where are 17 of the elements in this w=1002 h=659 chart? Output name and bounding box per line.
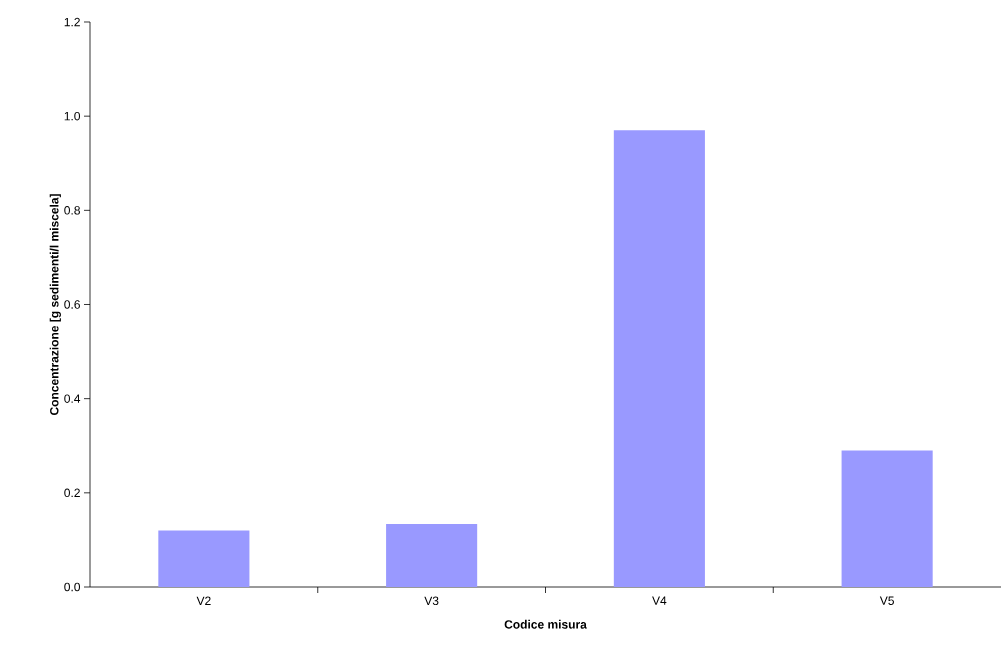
y-tick-label: 0.2 bbox=[64, 488, 80, 498]
x-axis-title: Codice misura bbox=[504, 619, 587, 629]
y-axis-title: Concentrazione [g sedimenti/l miscela] bbox=[49, 194, 61, 416]
bar bbox=[841, 450, 933, 587]
y-tick-label: 0.8 bbox=[64, 206, 80, 215]
x-tick-label: V2 bbox=[196, 596, 211, 605]
bar bbox=[613, 130, 705, 587]
y-tick-label: 0.4 bbox=[64, 394, 81, 403]
y-tick-label: 0.0 bbox=[64, 582, 81, 592]
x-tick-label: V4 bbox=[652, 596, 667, 605]
bar bbox=[158, 530, 250, 587]
y-tick-label: 0.6 bbox=[64, 300, 80, 309]
y-tick-label: 1.0 bbox=[64, 111, 81, 121]
x-tick-label: V5 bbox=[879, 596, 894, 605]
y-tick-label: 1.2 bbox=[64, 17, 80, 27]
bar bbox=[386, 523, 478, 587]
x-tick-label: V3 bbox=[424, 596, 439, 606]
